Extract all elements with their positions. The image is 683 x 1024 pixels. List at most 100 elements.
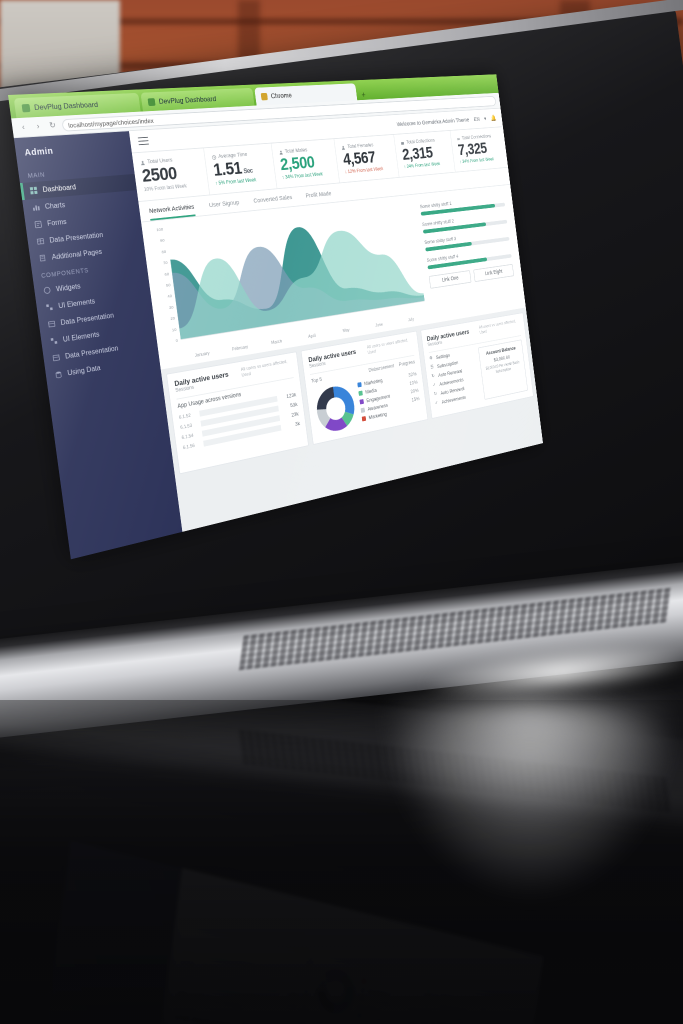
sidebar: Admin Main Dashboard Charts Forms [13,131,183,560]
donut-chart [312,380,359,437]
settings-row-label: Subscription [436,360,459,370]
chevron-down-icon[interactable]: ▾ [483,115,487,122]
column-disbursement: Disbursement [368,363,395,374]
clock-icon [211,154,216,159]
sidebar-item-dashboard[interactable]: Dashboard [19,173,137,201]
tab-label: Chrome [270,90,293,100]
language-selector[interactable]: EN [473,115,481,123]
hamburger-menu-icon[interactable] [137,136,150,146]
link-eight-button[interactable]: Link Eight [473,263,515,283]
card-settings: Daily active users Sessions All users vs… [420,312,534,420]
back-icon[interactable]: ‹ [21,122,26,132]
pages-icon [38,254,47,263]
card-disbursement: Daily active users Sessions All users vs… [300,330,428,445]
bar-name: 6.1.56 [182,443,196,451]
sidebar-item-label: Forms [46,217,68,228]
bar-value: 53k [289,401,298,409]
database-icon [54,370,63,379]
sidebar-item-label: Data Presentation [49,230,104,245]
user-icon [279,150,283,155]
stat-card-total-males: Total Males 2,500 ↑ 34% From last Week [270,139,340,189]
link-one-button[interactable]: Link One [428,270,472,289]
stat-number: 1.51 [212,158,243,180]
donut-slice [344,413,351,422]
tab-favicon-icon [260,92,268,100]
card-app-usage: Daily active users Sessions All users vs… [166,351,310,475]
tab-label: DevPlug Dashboard [158,94,217,106]
new-tab-button[interactable]: + [361,90,367,100]
x-axis-tick: February [231,344,249,353]
forward-icon[interactable]: › [36,121,40,131]
grid-icon [29,186,38,195]
bar-name: 6.1.53 [180,423,193,431]
legend-percent: 32% [408,371,417,378]
user-icon [140,160,145,165]
legend-swatch [357,382,362,388]
bar-value: 123k [286,392,297,400]
card-note: All users vs users affected, Used [478,319,516,336]
list-icon: ☰ [430,365,435,371]
x-axis-tick: July [407,317,415,323]
stat-card-total-females: Total Females 4,567 ↓ 12% From last Week [333,134,400,183]
welcome-text: Welcome to Gemdeka Admin Theme [396,116,470,128]
card-note: All users vs users affected, Used [366,338,409,356]
table-icon [52,353,61,362]
check-icon: ✓ [434,400,439,406]
sidebar-item-label: UI Elements [57,297,96,310]
reload-icon[interactable]: ↻ [48,120,57,130]
svg-text:60: 60 [164,271,170,276]
chart-panel: 0 10 20 30 40 50 60 70 80 90 100 January February Ma… [141,184,526,370]
sidebar-item-label: Widgets [55,282,82,294]
chart-icon [33,205,40,211]
tab-profit-made[interactable]: Profit Made [305,189,332,200]
table-icon [47,320,56,329]
link-icon [456,136,460,141]
settings-row-label: Auto Renewal [438,368,463,379]
bar-value: 23k [291,411,300,419]
sidebar-item-label: UI Elements [62,330,100,344]
legend-swatch [359,399,365,405]
svg-text:70: 70 [163,260,169,265]
stat-value: 2,315 [401,144,434,164]
legend-percent: 20% [410,387,419,395]
widget-icon [43,286,52,295]
refresh-icon: ↻ [431,374,436,380]
link-button-row: Link One Link Eight [428,263,515,289]
stat-value: 7,325 [457,139,488,159]
reflection-streak [380,700,680,900]
screen: DevPlug Dashboard DevPlug Dashboard Chro… [8,74,543,560]
tab-favicon-icon [147,97,156,106]
form-icon [34,220,43,229]
stat-value: 4,567 [342,148,377,169]
sidebar-item-label: Dashboard [42,183,77,194]
ui-icon [50,338,58,344]
x-axis-tick: January [194,351,210,359]
check-icon: ✓ [432,382,437,389]
tab-label: DevPlug Dashboard [33,99,99,112]
svg-text:80: 80 [161,249,167,254]
donut-slice [334,389,351,415]
bar-name: 6.1.52 [178,412,192,421]
admin-app: Admin Main Dashboard Charts Forms [13,108,543,560]
table-icon [36,237,45,246]
svg-text:50: 50 [166,282,172,287]
x-axis-tick: April [307,333,317,340]
stat-unit: Sec [243,166,254,175]
x-axis-tick: May [342,328,350,334]
legend-percent: 15% [411,395,420,403]
bell-icon[interactable]: 🔔 [490,114,497,122]
stat-card-total-collections: Total Collections 2,315 ↑ 34% From last … [393,130,456,178]
settings-row-label: Achievements [441,395,467,406]
refresh-icon: ↻ [433,391,438,397]
sidebar-item-charts[interactable]: Charts [22,190,139,217]
stat-card-average-time: Average Time 1.51Sec ↑ 5% From last Week [203,143,277,195]
legend-swatch [358,390,364,396]
area-chart: 0 10 20 30 40 50 60 70 80 90 100 January February Ma… [145,199,429,364]
donut-slice [328,419,345,427]
svg-text:0: 0 [175,338,178,343]
donut-slice [322,409,328,424]
svg-text:40: 40 [167,293,173,298]
stat-card-total-connections: Total Connections 7,325 ↑ 34% From last … [449,127,508,172]
ui-icon [46,304,53,311]
